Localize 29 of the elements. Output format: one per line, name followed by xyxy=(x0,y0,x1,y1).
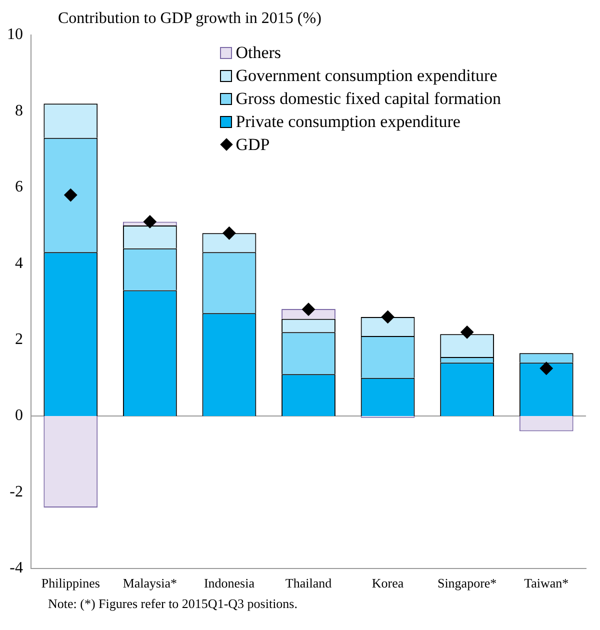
point xyxy=(143,215,156,228)
point xyxy=(540,362,553,375)
chart-title: Contribution to GDP growth in 2015 (%) xyxy=(58,10,322,28)
point xyxy=(64,188,78,202)
text: Note: (*) Figures refer to 2015Q1-Q3 positions. xyxy=(48,596,298,612)
y-tick-label: -4 xyxy=(10,560,23,577)
y-tick-label: 0 xyxy=(15,407,23,424)
y-tick-label: 10 xyxy=(7,26,23,44)
point xyxy=(381,310,394,324)
x-tick-label: Singapore* xyxy=(437,576,497,591)
legend-label: GDP xyxy=(236,134,270,156)
y-tick-label: -2 xyxy=(10,483,23,500)
x-tick-label: Indonesia xyxy=(204,576,255,591)
point xyxy=(302,302,315,316)
x-tick-label: Taiwan* xyxy=(524,576,569,591)
x-tick-label: Philippines xyxy=(41,576,100,591)
y-tick-label: 6 xyxy=(15,178,23,196)
legend-label: Private consumption expenditure xyxy=(236,111,460,133)
point xyxy=(222,226,236,240)
y-tick-label: 8 xyxy=(15,102,23,120)
x-tick-label: Thailand xyxy=(285,576,332,591)
x-tick-label: Korea xyxy=(372,576,404,591)
legend-label: Government consumption expenditure xyxy=(236,65,498,87)
x-tick-label: Malaysia* xyxy=(122,576,178,591)
y-tick-label: 4 xyxy=(15,254,23,272)
legend-label: Gross domestic fixed capital formation xyxy=(236,88,502,110)
legend-label: Others xyxy=(236,42,282,64)
point xyxy=(460,326,474,339)
y-tick-label: 2 xyxy=(15,331,23,348)
